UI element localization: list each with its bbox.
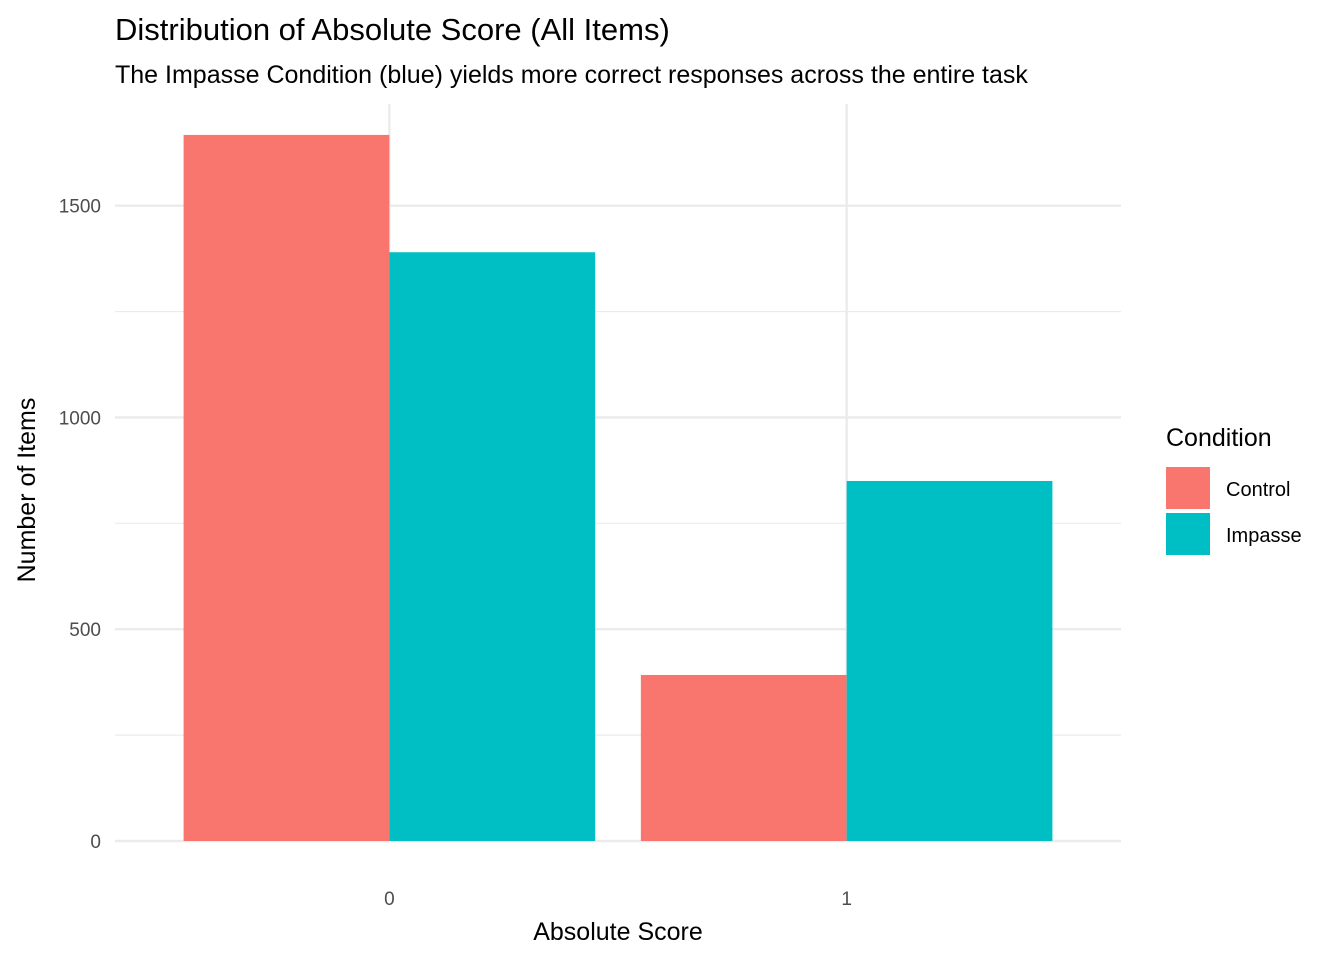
- legend-title: Condition: [1166, 424, 1272, 452]
- legend-label-control: Control: [1226, 479, 1290, 501]
- y-axis-ticks: 0 500 1000 1500: [59, 197, 101, 853]
- y-tick-label: 0: [90, 832, 101, 853]
- legend-label-impasse: Impasse: [1226, 525, 1302, 547]
- x-axis-title: Absolute Score: [533, 918, 703, 946]
- chart-subtitle: The Impasse Condition (blue) yields more…: [115, 61, 1028, 89]
- y-tick-label: 500: [69, 620, 101, 641]
- legend: Condition Control Impasse: [1166, 424, 1302, 555]
- y-tick-label: 1000: [59, 408, 101, 429]
- bar-control-0: [183, 134, 390, 842]
- bar-impasse-0: [389, 252, 596, 841]
- legend-swatch-impasse: [1166, 513, 1210, 555]
- bars: [183, 134, 1053, 842]
- x-tick-label: 0: [384, 889, 395, 910]
- y-axis-title: Number of Items: [13, 398, 41, 583]
- x-tick-label: 1: [841, 889, 852, 910]
- bar-control-1: [640, 674, 847, 841]
- bar-impasse-1: [846, 480, 1053, 841]
- legend-swatch-control: [1166, 467, 1210, 509]
- y-tick-label: 1500: [59, 197, 101, 218]
- chart-title: Distribution of Absolute Score (All Item…: [115, 12, 670, 47]
